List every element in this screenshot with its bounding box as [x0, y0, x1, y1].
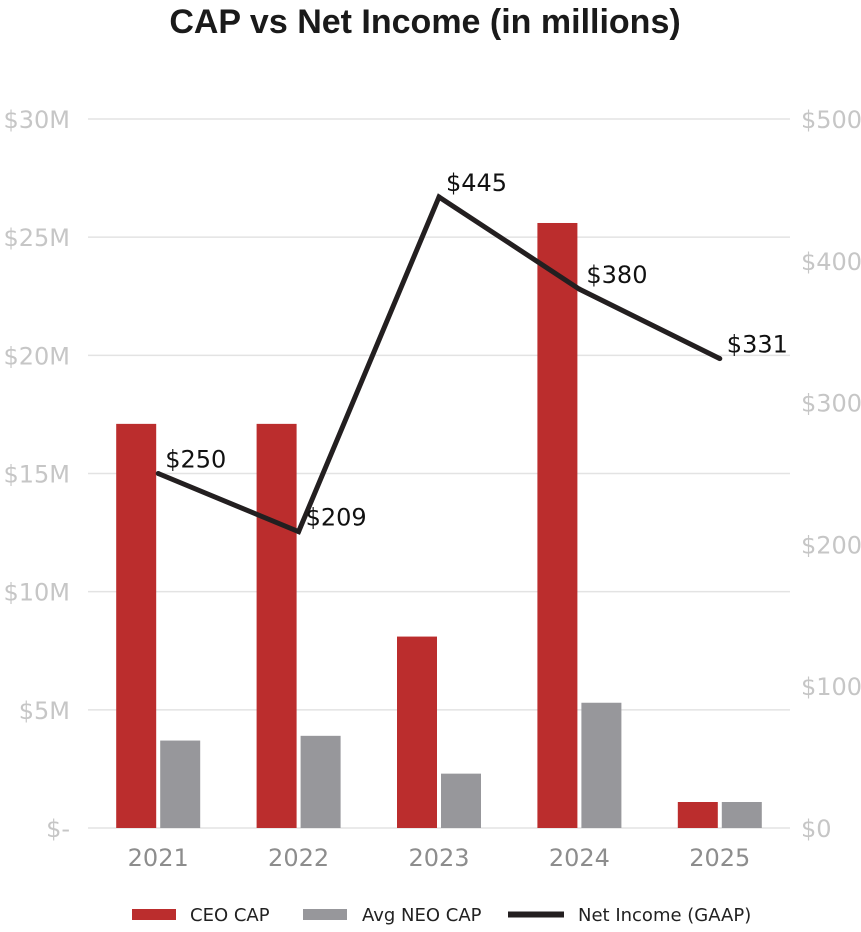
legend-swatch	[132, 909, 176, 920]
left-tick-label: $25M	[3, 224, 70, 252]
left-tick-label: $15M	[3, 461, 70, 489]
ceo-cap-bar-2021	[116, 423, 157, 828]
right-tick-label: $300	[801, 390, 861, 418]
ceo-cap-bar-2023	[397, 636, 437, 828]
x-tick-label: 2025	[689, 844, 750, 872]
right-axis-ticks: $0 $100 $200 $300 $400 $500	[801, 106, 861, 843]
x-tick-label: 2021	[128, 844, 189, 872]
left-tick-label: $5M	[19, 697, 70, 725]
x-axis-ticks: 2021 2022 2023 2024 2025	[128, 844, 751, 872]
x-tick-label: 2022	[268, 844, 329, 872]
net-income-data-label: $331	[727, 331, 788, 359]
right-tick-label: $100	[801, 673, 861, 701]
legend-label: Avg NEO CAP	[362, 905, 482, 926]
net-income-point-2021	[155, 471, 161, 476]
legend: CEO CAP Avg NEO CAP Net Income (GAAP)	[132, 905, 751, 926]
net-income-point-2025	[717, 356, 723, 362]
net-income-data-label: $209	[306, 504, 367, 532]
right-tick-label: $0	[801, 815, 832, 843]
legend-swatch	[303, 909, 347, 920]
avg-neo-cap-bar-2022	[300, 735, 341, 828]
legend-label: CEO CAP	[190, 905, 270, 926]
left-tick-label: $10M	[3, 579, 70, 607]
net-income-line	[157, 193, 721, 535]
net-income-point-2024	[576, 286, 582, 292]
ceo-cap-bar-2025	[677, 802, 718, 828]
ceo-cap-bar-2022	[256, 423, 297, 828]
chart-title: CAP vs Net Income (in millions)	[169, 3, 680, 41]
left-tick-label: $-	[46, 815, 70, 843]
net-income-data-label: $445	[446, 169, 507, 197]
net-income-data-label: $250	[165, 446, 226, 474]
right-tick-label: $500	[801, 106, 861, 134]
net-income-data-label: $380	[586, 261, 647, 289]
avg-neo-cap-bar-2024	[581, 702, 622, 828]
avg-neo-cap-bar-2025	[721, 802, 762, 828]
left-tick-label: $20M	[3, 342, 70, 370]
left-tick-label: $30M	[3, 106, 70, 134]
x-tick-label: 2023	[408, 844, 469, 872]
net-income-point-2023	[436, 194, 442, 200]
left-axis-ticks: $- $5M $10M $15M $20M $25M $30M	[3, 106, 70, 843]
bars	[116, 222, 762, 828]
right-tick-label: $200	[801, 531, 861, 559]
gridlines	[88, 118, 790, 829]
net-income-line-group: $250 $209 $445 $380 $331	[155, 169, 788, 535]
net-income-point-2022	[296, 529, 302, 535]
legend-label: Net Income (GAAP)	[578, 905, 751, 926]
x-tick-label: 2024	[549, 844, 610, 872]
right-tick-label: $400	[801, 248, 861, 276]
avg-neo-cap-bar-2023	[441, 773, 481, 828]
ceo-cap-bar-2024	[537, 222, 578, 828]
avg-neo-cap-bar-2021	[160, 740, 201, 828]
